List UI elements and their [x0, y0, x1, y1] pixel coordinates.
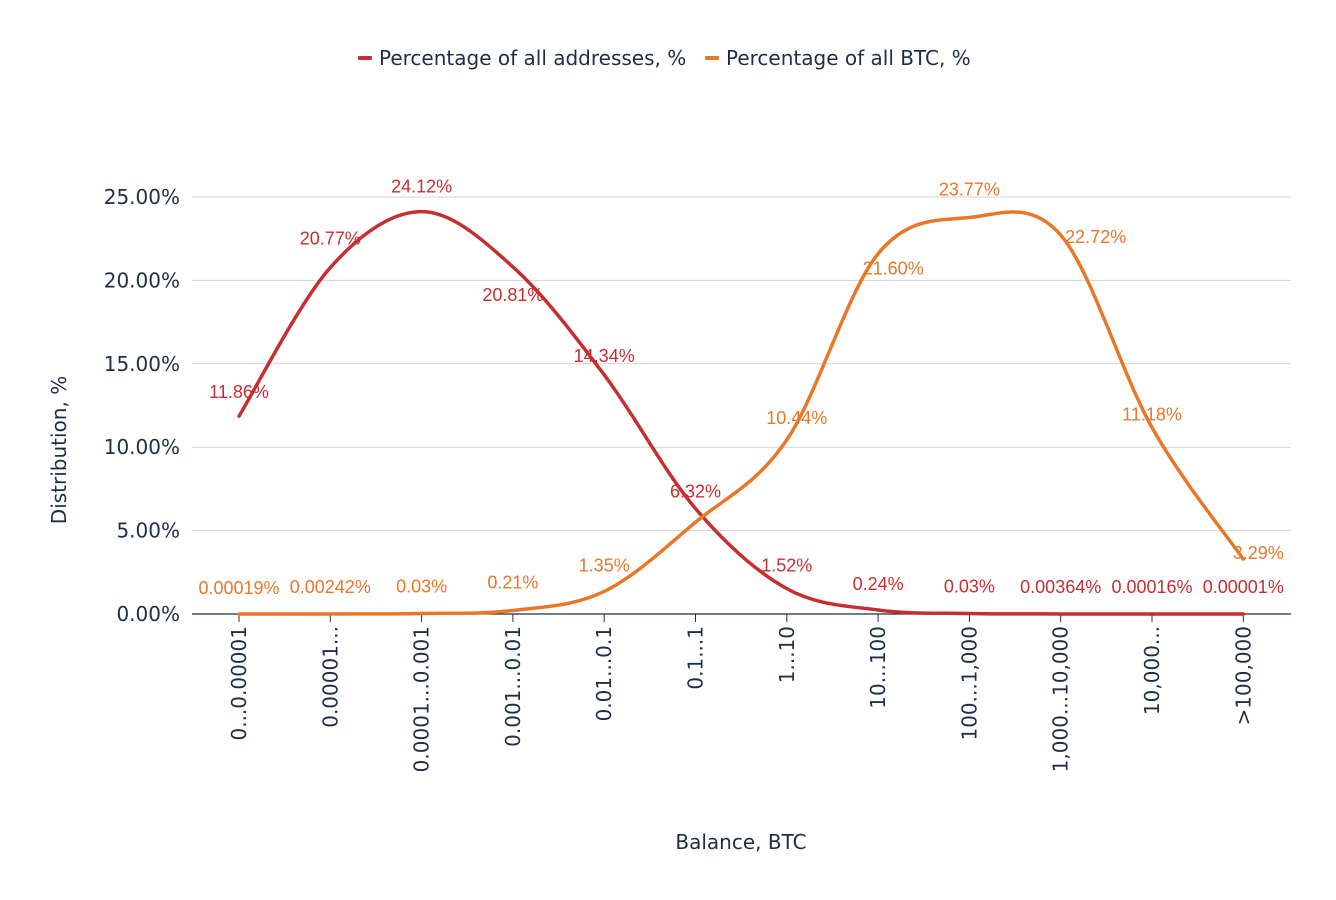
data-label-addresses: 6.32%	[670, 482, 721, 502]
x-tick-label: 10,000...	[1140, 626, 1164, 715]
y-tick-label: 15.00%	[104, 352, 180, 376]
legend-swatch-addresses	[358, 56, 372, 60]
data-label-btc: 10.44%	[766, 408, 827, 428]
data-label-addresses: 11.86%	[209, 382, 269, 402]
data-label-btc: 1.35%	[579, 555, 630, 575]
legend-label-addresses: Percentage of all addresses, %	[379, 46, 686, 70]
y-tick-label: 25.00%	[104, 185, 180, 209]
data-label-addresses: 14.34%	[574, 346, 635, 366]
series-line-addresses	[237, 209, 1246, 616]
legend-swatch-btc	[705, 56, 719, 60]
data-label-addresses: 20.77%	[300, 229, 361, 249]
data-label-btc: 0.03%	[396, 576, 447, 596]
x-tick-label: 0.001...0.01	[501, 626, 525, 747]
data-label-btc: 0.21%	[487, 572, 538, 592]
data-label-btc: 0.00019%	[198, 578, 279, 598]
y-tick-label: 5.00%	[116, 519, 180, 543]
data-label-btc: 23.77%	[939, 180, 1000, 200]
data-labels: 11.86% 20.77% 24.12% 20.81% 14.34% 6.32% 1.52%…	[198, 177, 1283, 598]
x-tick-label: 0.0001...0.001	[410, 626, 434, 772]
x-tick-label: 0.00001...	[318, 626, 342, 728]
data-label-addresses: 1.52%	[761, 556, 812, 576]
data-label-btc: 3.29%	[1233, 543, 1284, 563]
data-label-addresses: 0.00016%	[1111, 577, 1192, 597]
series-lines	[237, 209, 1246, 616]
x-axis-ticks: 0...0.00001 0.00001... 0.0001...0.001 0.001…	[227, 614, 1255, 772]
data-label-addresses: 0.00364%	[1020, 577, 1101, 597]
data-label-addresses: 24.12%	[391, 177, 452, 197]
y-tick-label: 10.00%	[104, 435, 180, 459]
series-line-btc	[237, 210, 1246, 616]
legend-label-btc: Percentage of all BTC, %	[726, 46, 971, 70]
data-label-btc: 11.18%	[1122, 405, 1182, 425]
x-tick-label: 0.01...0.1	[592, 626, 616, 721]
y-tick-label: 20.00%	[104, 268, 180, 292]
y-axis-ticks: 0.00% 5.00% 10.00% 15.00% 20.00% 25.00%	[104, 185, 180, 626]
x-tick-label: 1...10	[775, 626, 799, 683]
data-label-btc: 21.60%	[863, 259, 924, 279]
x-tick-label: 0...0.00001	[227, 626, 251, 741]
x-tick-label: 100...1,000	[957, 626, 981, 741]
x-tick-label: 0.1...1	[684, 626, 708, 690]
data-label-btc: 0.00242%	[290, 577, 371, 597]
data-label-addresses: 0.24%	[853, 574, 904, 594]
y-axis-title: Distribution, %	[47, 376, 71, 524]
data-label-addresses: 0.00001%	[1203, 577, 1284, 597]
x-tick-label: 10...100	[866, 626, 890, 709]
legend: Percentage of all addresses, % Percentag…	[358, 46, 971, 70]
data-label-addresses: 0.03%	[944, 576, 995, 596]
x-axis-title: Balance, BTC	[675, 830, 806, 854]
data-label-addresses: 20.81%	[482, 285, 543, 305]
x-tick-label: 1,000...10,000	[1049, 626, 1073, 772]
data-label-btc: 22.72%	[1065, 227, 1126, 247]
x-tick-label: >100,000	[1231, 626, 1255, 725]
y-tick-label: 0.00%	[116, 602, 180, 626]
